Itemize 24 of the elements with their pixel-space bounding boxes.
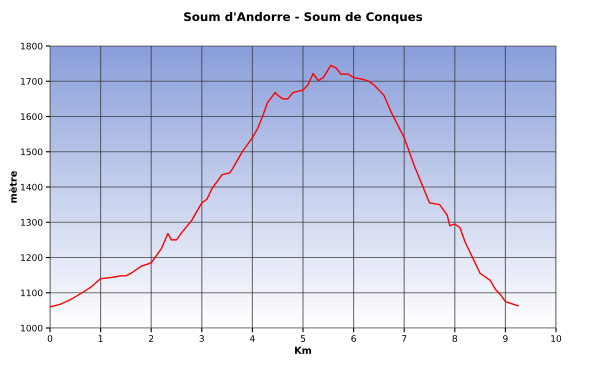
x-tick-label: 5 (300, 335, 306, 342)
x-tick-label: 0 (48, 335, 52, 342)
x-tick-label: 3 (200, 335, 204, 342)
y-tick-label: 1600 (21, 113, 42, 120)
x-tick-label: 7 (402, 335, 406, 342)
x-tick-label: 8 (452, 335, 458, 342)
x-tick-label: 9 (503, 335, 508, 342)
y-tick-label: 1200 (21, 254, 42, 262)
x-tick-label: 2 (148, 335, 154, 342)
x-tick-label: 1 (98, 335, 103, 342)
chart-title: Soum d'Andorre - Soum de Conques (184, 12, 422, 24)
x-tick-label: 4 (250, 335, 255, 342)
x-tick-label: 10 (551, 335, 562, 342)
y-tick-label: 1500 (21, 148, 42, 156)
y-tick-label: 1300 (21, 218, 42, 226)
y-axis-title: mètre (8, 171, 17, 203)
y-tick-label: 1400 (21, 184, 42, 191)
y-tick-label: 1800 (21, 42, 42, 50)
x-axis-title: Km (295, 346, 312, 354)
y-tick-label: 1700 (21, 78, 42, 85)
y-tick-label: 1000 (21, 324, 42, 332)
line-series (50, 64, 519, 308)
x-tick-label: 6 (351, 335, 356, 342)
y-tick-label: 1100 (21, 289, 42, 296)
